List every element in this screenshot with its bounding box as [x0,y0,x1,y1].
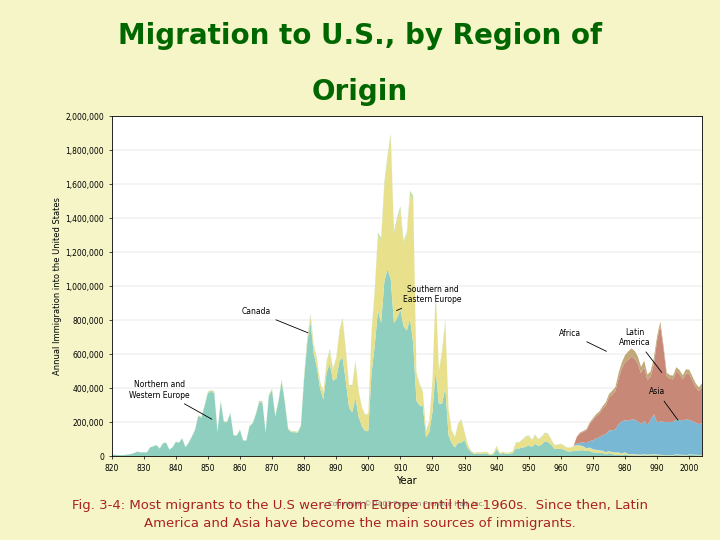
Text: Migration to U.S., by Region of: Migration to U.S., by Region of [118,22,602,50]
Text: Fig. 3-4: Most migrants to the U.S were from Europe until the 1960s.  Since then: Fig. 3-4: Most migrants to the U.S were … [72,500,648,512]
Text: Origin: Origin [312,78,408,106]
Text: Africa: Africa [559,329,606,352]
Text: Canada: Canada [241,307,308,333]
Text: Asia: Asia [649,387,678,420]
X-axis label: Year: Year [397,476,417,485]
Text: Latin
America: Latin America [618,328,662,373]
Text: Copyright © 2003 Pearson Prentice Hall, Inc.: Copyright © 2003 Pearson Prentice Hall, … [328,501,485,507]
Text: America and Asia have become the main sources of immigrants.: America and Asia have become the main so… [144,517,576,530]
Text: Northern and
Western Europe: Northern and Western Europe [130,380,212,419]
Y-axis label: Annual Immigration into the United States: Annual Immigration into the United State… [53,197,63,375]
Text: Southern and
Eastern Europe: Southern and Eastern Europe [397,285,462,310]
